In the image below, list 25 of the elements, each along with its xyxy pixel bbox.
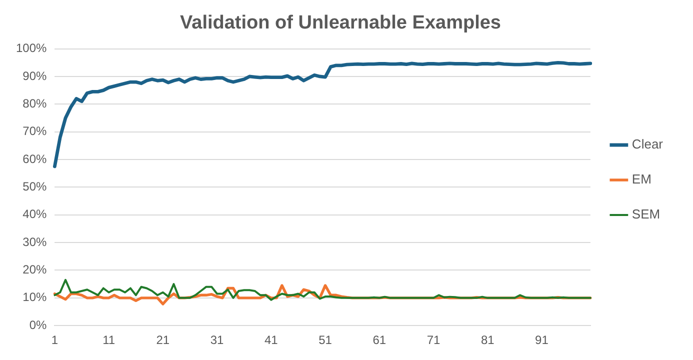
x-tick-label: 11 — [102, 333, 116, 348]
y-tick-label: 60% — [22, 152, 48, 166]
y-tick-label: 0% — [29, 318, 48, 332]
y-tick-label: 100% — [16, 41, 48, 56]
y-tick-label: 90% — [22, 68, 48, 83]
y-tick-label: 80% — [22, 96, 48, 110]
x-tick-label: 71 — [426, 333, 440, 348]
y-tick-label: 70% — [22, 124, 48, 138]
legend-label: EM — [632, 172, 652, 187]
y-tick-label: 20% — [22, 262, 48, 277]
y-tick-label: 40% — [22, 207, 48, 222]
legend-label: Clear — [632, 136, 664, 152]
legend-label: SEM — [632, 206, 660, 222]
x-tick-label: 91 — [535, 333, 549, 348]
y-tick-label: 30% — [22, 234, 48, 249]
x-tick-label: 31 — [210, 333, 224, 348]
x-tick-label: 51 — [318, 333, 332, 348]
x-tick-label: 81 — [480, 333, 495, 348]
x-tick-label: 21 — [156, 333, 170, 348]
chart-title: Validation of Unlearnable Examples — [180, 12, 501, 34]
x-tick-label: 1 — [51, 333, 58, 348]
y-tick-label: 10% — [22, 290, 48, 304]
x-tick-label: 61 — [372, 333, 386, 348]
x-tick-label: 41 — [264, 333, 278, 348]
y-tick-label: 50% — [22, 180, 48, 194]
